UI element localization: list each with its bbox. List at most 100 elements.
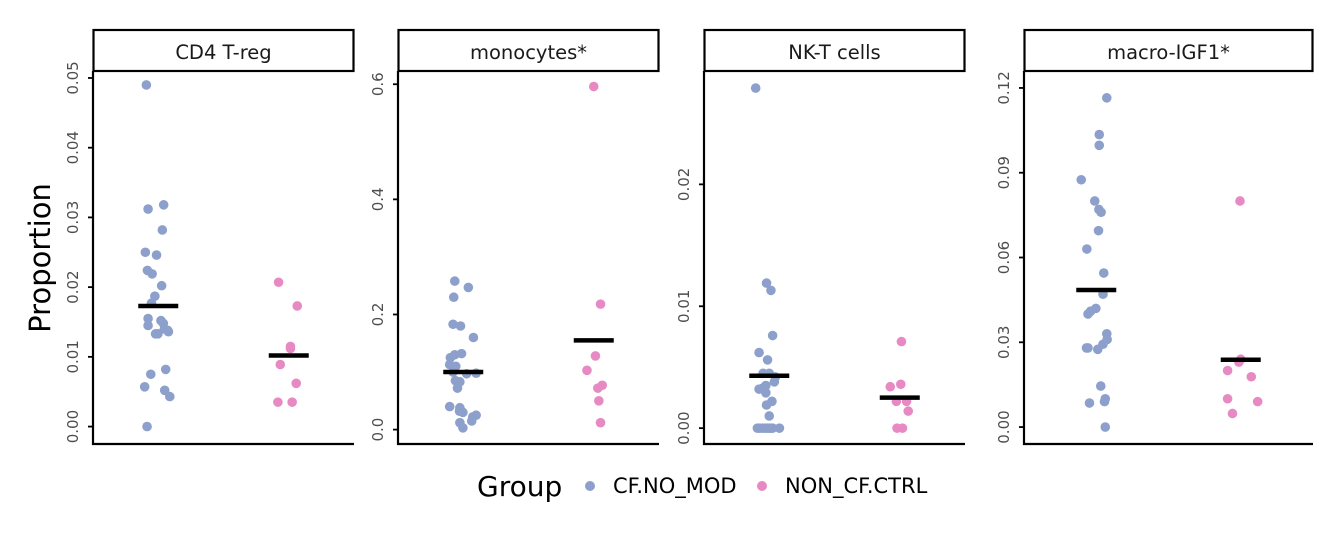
y-tick-label-monocytes: 0.4 [369, 187, 387, 211]
strip-macro-igf1 [1023, 28, 1314, 73]
point-cd4-t-reg-cf-no-mod [143, 204, 153, 214]
point-monocytes-non-cf-ctrl [590, 351, 601, 361]
point-monocytes-cf-no-mod [445, 352, 456, 363]
point-nk-t-cells-cf-no-mod [750, 83, 761, 93]
point-monocytes-non-cf-ctrl [588, 81, 599, 92]
point-nk-t-cells-cf-no-mod [761, 278, 772, 288]
point-cd4-t-reg-cf-no-mod [140, 247, 151, 258]
point-macro-igf1-non-cf-ctrl [1222, 393, 1233, 404]
y-tick-label-monocytes: 0.6 [369, 72, 387, 96]
point-nk-t-cells-non-cf-ctrl [895, 379, 906, 390]
panel-cd4-t-reg: CD4 T-reg 0.00 0.01 0.02 0.03 0.04 0.05 [64, 28, 355, 446]
point-macro-igf1-cf-no-mod [1082, 244, 1092, 254]
strip-nk-t-cells [703, 28, 966, 73]
y-tick-label-macro-igf1: 0.12 [995, 71, 1013, 104]
point-nk-t-cells-cf-no-mod [761, 400, 772, 410]
point-nk-t-cells-non-cf-ctrl [896, 336, 907, 347]
legend: Group CF.NO_MOD NON_CF.CTRL [477, 470, 928, 503]
y-tick-label-nk-t-cells: 0.00 [675, 411, 693, 444]
point-cd4-t-reg-cf-no-mod [156, 280, 167, 291]
point-monocytes-cf-no-mod [458, 407, 468, 418]
strip-label-nk-t-cells: NK-T cells [788, 41, 880, 64]
point-nk-t-cells-non-cf-ctrl [897, 423, 908, 433]
y-tick-label-cd4-t-reg: 0.05 [64, 61, 82, 94]
point-macro-igf1-non-cf-ctrl [1235, 196, 1245, 206]
y-tick-label-monocytes: 0.0 [369, 418, 387, 442]
point-nk-t-cells-cf-no-mod [761, 388, 771, 398]
point-monocytes-cf-no-mod [449, 276, 460, 286]
point-macro-igf1-cf-no-mod [1089, 196, 1100, 206]
point-nk-t-cells-cf-no-mod [762, 355, 773, 365]
point-macro-igf1-cf-no-mod [1101, 93, 1112, 103]
point-cd4-t-reg-cf-no-mod [157, 225, 168, 235]
y-tick-label-monocytes: 0.2 [369, 303, 387, 327]
point-monocytes-cf-no-mod [466, 416, 477, 426]
point-cd4-t-reg-cf-no-mod [143, 320, 153, 331]
point-nk-t-cells-cf-no-mod [766, 285, 776, 296]
point-nk-t-cells-non-cf-ctrl [885, 381, 896, 392]
y-tick-label-cd4-t-reg: 0.00 [64, 410, 82, 443]
point-cd4-t-reg-non-cf-ctrl [273, 397, 283, 407]
point-macro-igf1-cf-no-mod [1095, 381, 1106, 391]
point-monocytes-non-cf-ctrl [593, 383, 603, 393]
legend-label-non-cf-ctrl: NON_CF.CTRL [785, 474, 928, 499]
legend-swatch-non-cf-ctrl [757, 481, 767, 491]
y-axis-title: Proportion [23, 183, 57, 333]
point-nk-t-cells-cf-no-mod [767, 330, 778, 341]
panel-nk-t-cells: NK-T cells 0.00 0.01 0.02 [675, 28, 966, 446]
panel-monocytes: monocytes* 0.0 0.2 0.4 0.6 [369, 28, 660, 446]
point-monocytes-cf-no-mod [448, 319, 458, 330]
point-monocytes-non-cf-ctrl [595, 417, 606, 428]
y-tick-label-nk-t-cells: 0.02 [675, 168, 693, 201]
point-cd4-t-reg-cf-no-mod [158, 200, 169, 210]
strip-label-macro-igf1: macro-IGF1* [1107, 41, 1230, 64]
point-nk-t-cells-cf-no-mod [769, 377, 780, 387]
point-macro-igf1-cf-no-mod [1092, 344, 1103, 355]
point-macro-igf1-cf-no-mod [1093, 225, 1104, 236]
point-cd4-t-reg-non-cf-ctrl [275, 359, 286, 370]
point-macro-igf1-cf-no-mod [1098, 268, 1109, 278]
point-macro-igf1-non-cf-ctrl [1227, 408, 1238, 419]
point-cd4-t-reg-cf-no-mod [160, 364, 171, 375]
point-macro-igf1-non-cf-ctrl [1222, 365, 1233, 376]
point-nk-t-cells-cf-no-mod [767, 423, 778, 433]
strip-monocytes [397, 28, 660, 73]
strip-label-monocytes: monocytes* [470, 41, 587, 64]
y-tick-label-nk-t-cells: 0.01 [675, 290, 693, 323]
point-cd4-t-reg-cf-no-mod [142, 421, 152, 432]
point-nk-t-cells-non-cf-ctrl [903, 406, 914, 416]
point-macro-igf1-cf-no-mod [1094, 140, 1105, 151]
point-monocytes-non-cf-ctrl [582, 365, 592, 376]
facet-panels: CD4 T-reg 0.00 0.01 0.02 0.03 0.04 0.05 monocyt… [64, 28, 1314, 446]
point-monocytes-non-cf-ctrl [594, 396, 604, 406]
strip-cd4-t-reg [92, 28, 355, 73]
point-cd4-t-reg-non-cf-ctrl [292, 301, 303, 311]
point-monocytes-cf-no-mod [463, 282, 474, 293]
point-cd4-t-reg-cf-no-mod [164, 391, 175, 402]
point-macro-igf1-cf-no-mod [1084, 398, 1095, 408]
legend-label-cf-no-mod: CF.NO_MOD [613, 474, 737, 499]
point-macro-igf1-cf-no-mod [1083, 343, 1093, 353]
point-cd4-t-reg-cf-no-mod [163, 326, 174, 337]
point-monocytes-non-cf-ctrl [595, 299, 606, 309]
point-cd4-t-reg-cf-no-mod [145, 369, 156, 380]
point-cd4-t-reg-cf-no-mod [143, 313, 153, 324]
point-cd4-t-reg-non-cf-ctrl [291, 378, 302, 389]
y-tick-label-macro-igf1: 0.03 [995, 326, 1013, 359]
point-monocytes-cf-no-mod [455, 321, 466, 331]
point-macro-igf1-non-cf-ctrl [1252, 396, 1263, 407]
y-tick-label-cd4-t-reg: 0.04 [64, 131, 82, 164]
point-macro-igf1-cf-no-mod [1083, 309, 1093, 319]
point-monocytes-cf-no-mod [468, 332, 479, 343]
legend-swatch-cf-no-mod [585, 481, 595, 491]
point-monocytes-cf-no-mod [452, 383, 463, 393]
y-tick-label-macro-igf1: 0.09 [995, 156, 1013, 189]
strip-label-cd4-t-reg: CD4 T-reg [175, 41, 271, 64]
point-cd4-t-reg-non-cf-ctrl [285, 343, 296, 354]
point-cd4-t-reg-non-cf-ctrl [273, 277, 284, 288]
point-cd4-t-reg-cf-no-mod [147, 269, 157, 279]
point-monocytes-cf-no-mod [448, 292, 459, 303]
point-cd4-t-reg-cf-no-mod [139, 382, 150, 392]
